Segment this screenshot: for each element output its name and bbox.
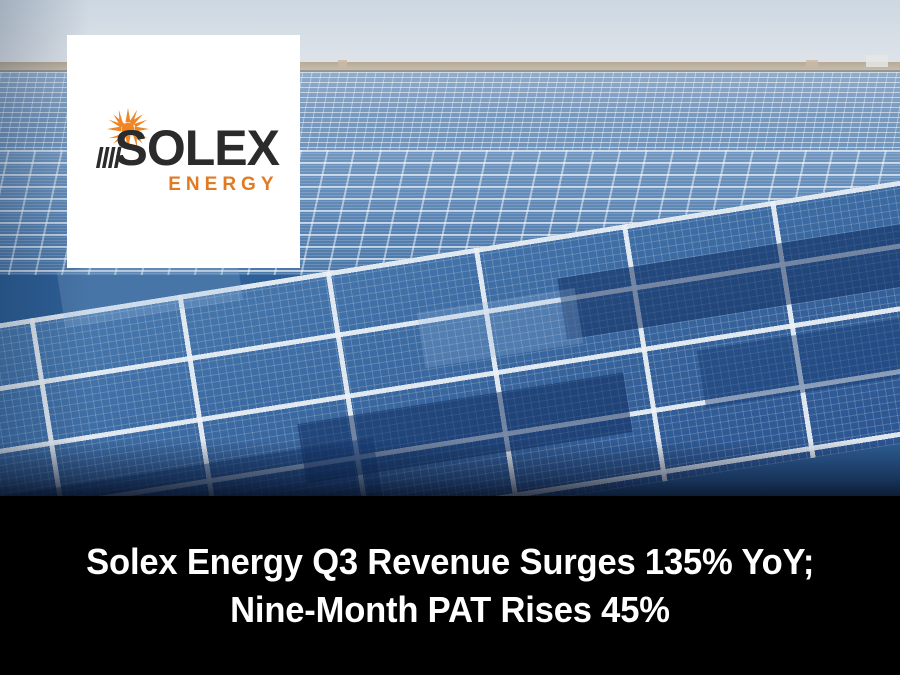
distant-building — [806, 60, 818, 67]
solex-logo: SOLEX ENERGY — [89, 106, 280, 198]
distant-building — [866, 55, 888, 67]
caption-bar: Solex Energy Q3 Revenue Surges 135% YoY;… — [0, 496, 900, 675]
caption-line-1: Solex Energy Q3 Revenue Surges 135% YoY; — [85, 540, 814, 582]
photo-bottom-vignette — [0, 440, 900, 496]
logo-wordmark: SOLEX — [114, 119, 280, 176]
distant-building — [338, 60, 347, 67]
logo-subword: ENERGY — [168, 173, 279, 195]
caption-line-2: Nine-Month PAT Rises 45% — [230, 588, 670, 630]
solar-panel-icon — [95, 146, 121, 168]
solex-logo-box: SOLEX ENERGY — [67, 35, 300, 268]
sunburst-icon — [106, 107, 149, 150]
solar-farm-photo: SOLEX ENERGY — [0, 0, 900, 496]
